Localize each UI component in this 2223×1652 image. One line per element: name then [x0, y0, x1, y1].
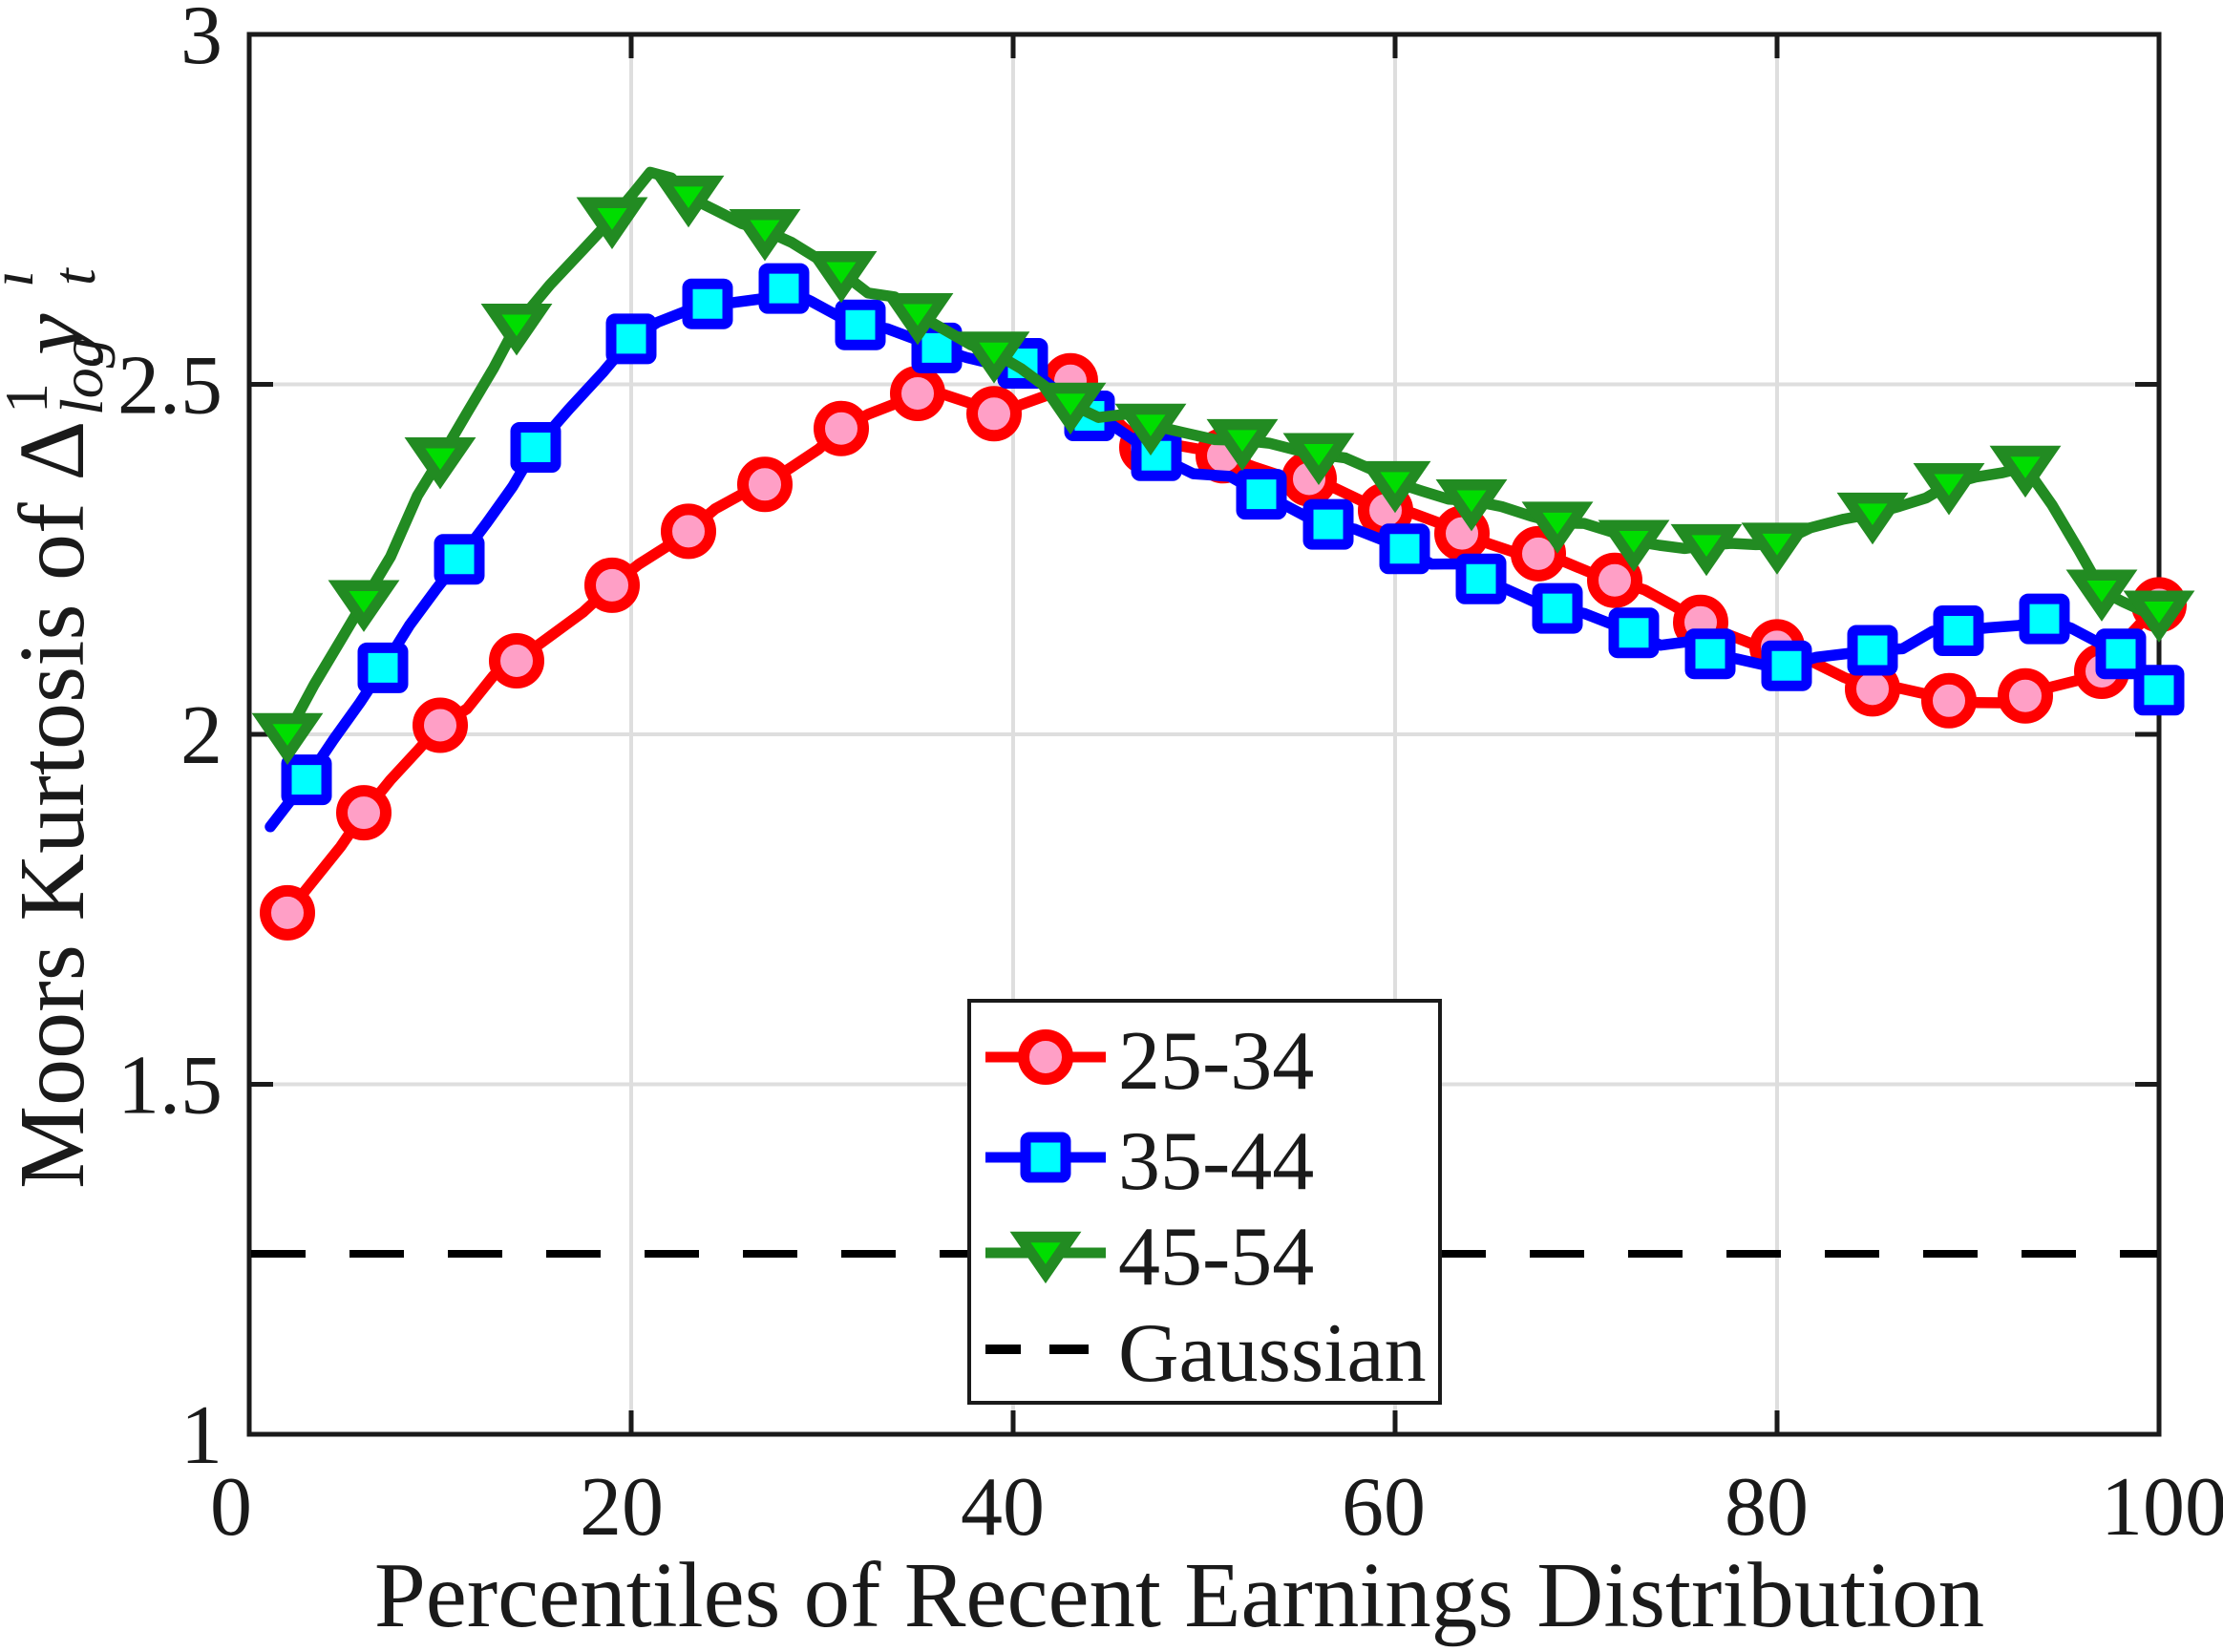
svg-text:1: 1: [180, 1389, 222, 1482]
svg-text:80: 80: [1725, 1461, 1809, 1554]
svg-text:i: i: [0, 270, 46, 287]
svg-text:0: 0: [210, 1461, 252, 1554]
svg-text:60: 60: [1342, 1461, 1426, 1554]
svg-text:Gaussian: Gaussian: [1118, 1307, 1427, 1400]
svg-text:t: t: [40, 266, 108, 286]
svg-text:20: 20: [580, 1461, 664, 1554]
svg-text:35-44: 35-44: [1118, 1115, 1314, 1208]
svg-text:100: 100: [2101, 1461, 2223, 1554]
svg-text:Percentiles of Recent Earnings: Percentiles of Recent Earnings Distribut…: [374, 1544, 1984, 1646]
svg-text:log: log: [48, 337, 116, 415]
svg-text:40: 40: [961, 1461, 1045, 1554]
svg-text:25-34: 25-34: [1118, 1015, 1314, 1108]
svg-text:1: 1: [0, 383, 60, 413]
svg-text:2.5: 2.5: [117, 340, 222, 433]
svg-text:1.5: 1.5: [117, 1040, 222, 1133]
svg-text:45-54: 45-54: [1118, 1211, 1314, 1303]
svg-text:Moors Kurtosis of ∆: Moors Kurtosis of ∆: [1, 422, 104, 1189]
svg-text:3: 3: [180, 0, 222, 82]
svg-text:y: y: [1, 313, 104, 364]
svg-text:2: 2: [180, 689, 222, 782]
